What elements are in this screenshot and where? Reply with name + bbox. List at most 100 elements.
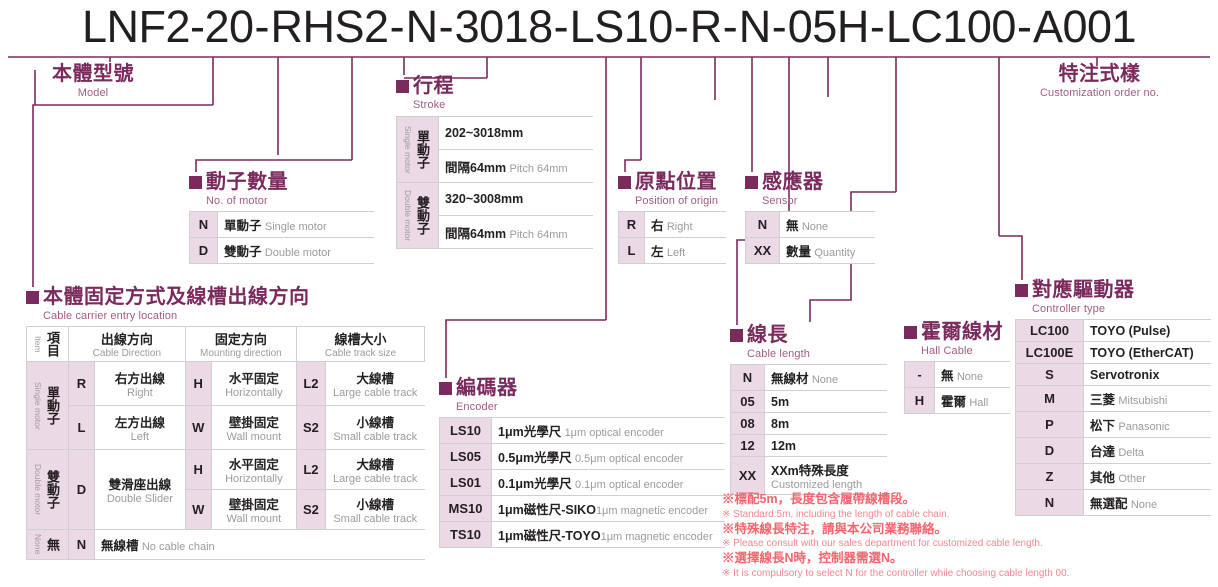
option-desc-cn: 松下 (1090, 419, 1116, 433)
hall-cable-table: - 無 None H 霍爾 Hall (904, 361, 1010, 414)
cable-length-table: N 無線材 None 05 5m 08 8m 12 12m XX (730, 364, 887, 495)
section-cable-length-title-en: Cable length (747, 348, 810, 360)
table-row[interactable]: MS10 1μm磁性尺-SIKO1μm magnetic encoder (439, 495, 725, 522)
section-customization: 特注式樣 Customization order no. (1040, 64, 1159, 100)
section-controller-title-cn: 對應驅動器 (1032, 279, 1135, 301)
section-cable-carrier: 本體固定方式及線槽出線方向 Cable carrier entry locati… (26, 287, 426, 560)
section-sensor-title-cn: 感應器 (762, 171, 824, 193)
table-row[interactable]: LS05 0.5μm光學尺 0.5μm optical encoder (439, 443, 725, 470)
table-row[interactable]: LC100E TOYO (EtherCAT) (1015, 341, 1211, 364)
option-desc-en: Hall (969, 397, 989, 409)
table-row[interactable]: - 無 None (904, 361, 1010, 388)
stroke-group-label: 雙動子 Double motor (396, 182, 439, 249)
option-desc: 1μm磁性尺-TOYO1μm magnetic encoder (491, 521, 725, 548)
option-desc-en: None (811, 374, 839, 386)
option-code: L (618, 237, 645, 264)
option-code: H (904, 387, 935, 414)
option-desc-en: None (801, 221, 829, 233)
table-row[interactable]: 間隔64mm Pitch 64mm (397, 215, 593, 249)
table-row[interactable]: N 無線材 None (730, 364, 887, 391)
option-desc-en: Left (666, 247, 686, 259)
table-row[interactable]: H 霍爾 Hall (904, 387, 1010, 414)
option-desc-cn: 無線槽 (101, 539, 139, 553)
option-desc-cn: 數量 (786, 245, 812, 259)
option-desc-cn: XXm特殊長度 (771, 464, 849, 478)
table-row[interactable]: LS01 0.1μm光學尺 0.1μm optical encoder (439, 469, 725, 496)
option-desc-en: 1μm optical encoder (564, 427, 664, 439)
option-code: N (189, 211, 218, 238)
option-desc: 數量 Quantity (779, 237, 875, 264)
section-bullet-icon (189, 176, 202, 189)
option-desc-en: Customized length (771, 479, 863, 491)
table-row[interactable]: 雙動子 Double motor 320~3008mm (396, 182, 593, 249)
option-desc: 5m (764, 390, 887, 413)
option-desc-cn: 左 (651, 245, 664, 259)
table-row[interactable]: D 雙動子 Double motor (189, 237, 374, 264)
table-row[interactable]: R 右 Right (618, 211, 726, 238)
option-code-direction: R (68, 361, 95, 406)
table-row[interactable]: D 台達 Delta (1015, 437, 1211, 464)
stroke-table: 單動子 Single motor 202~3018mm 間隔64mm Pitch… (396, 116, 593, 249)
section-model-title-cn: 本體型號 (52, 63, 134, 85)
option-code: D (189, 237, 218, 264)
column-header-cn: 固定方向 (214, 332, 267, 347)
table-row[interactable]: N 無 None (745, 211, 875, 238)
table-row[interactable]: XX 數量 Quantity (745, 237, 875, 264)
table-row[interactable]: XX XXm特殊長度 Customized length (730, 456, 887, 495)
option-desc-en: Right (666, 221, 693, 233)
table-row[interactable]: 12 12m (730, 434, 887, 457)
section-encoder-title-en: Encoder (456, 401, 498, 413)
group-label-double-motor: 雙動子 Double motor (26, 449, 69, 530)
table-row[interactable]: LS10 1μm光學尺 1μm optical encoder (439, 417, 725, 444)
section-no-of-motor: 動子數量 No. of motor N 單動子 Single motor D 雙… (189, 172, 374, 264)
option-desc-cn: 其他 (1090, 471, 1116, 485)
option-desc-cn: 壁掛固定 (228, 498, 279, 512)
table-row[interactable]: L 左方出線 Left W 壁掛固定 Wall mount S2 小線槽 Sma… (27, 405, 425, 450)
section-controller-title-en: Controller type (1032, 303, 1106, 315)
option-desc-en: Horizontally (225, 473, 283, 485)
section-controller: 對應驅動器 Controller type LC100 TOYO (Pulse)… (1015, 280, 1211, 516)
option-desc: TOYO (Pulse) (1083, 319, 1211, 342)
table-row[interactable]: 無 None N 無線槽 No cable chain (26, 529, 425, 560)
option-desc: 8m (764, 412, 887, 435)
table-row[interactable]: LC100 TOYO (Pulse) (1015, 319, 1211, 342)
option-desc: 0.5μm光學尺 0.5μm optical encoder (491, 443, 725, 470)
table-row[interactable]: L 左 Left (618, 237, 726, 264)
option-desc-cn: 無選配 (1090, 497, 1128, 511)
group-label-single-motor: 單動子 Single motor (26, 361, 69, 450)
column-header-en: Mounting direction (199, 348, 282, 359)
option-desc-cn: 8m (771, 416, 790, 431)
table-row[interactable]: 單動子 Single motor 202~3018mm (396, 116, 593, 183)
table-row[interactable]: W 壁掛固定 Wall mount S2 小線槽 Small cable tra… (27, 489, 425, 530)
table-row[interactable]: N 無選配 None (1015, 489, 1211, 516)
table-row[interactable]: Z 其他 Other (1015, 463, 1211, 490)
table-row[interactable]: N 單動子 Single motor (189, 211, 374, 238)
model-code-segment: N (405, 0, 439, 52)
option-desc: 其他 Other (1083, 463, 1211, 490)
option-code: N (1015, 489, 1084, 516)
table-row[interactable]: 單動子 Single motor R 右方出線 Right H 水平固定 Hor… (26, 361, 425, 450)
option-desc-cn: 大線槽 (356, 372, 394, 386)
option-desc-track-size: 小線槽 Small cable track (325, 405, 425, 450)
option-code-track-size: L2 (295, 449, 326, 490)
option-desc-cn: 雙動子 (224, 245, 262, 259)
option-code: P (1015, 411, 1084, 438)
option-desc: 三菱 Mitsubishi (1083, 385, 1211, 412)
group-label-cn: 單動子 (45, 386, 60, 425)
option-desc: 320~3008mm (438, 182, 593, 216)
footnote-en: ※ Please consult with our sales departme… (722, 538, 1043, 550)
option-desc-en: Delta (1118, 447, 1145, 459)
section-bullet-icon (396, 80, 409, 93)
table-row[interactable]: S Servotronix (1015, 363, 1211, 386)
option-desc-cn: 左方出線 (114, 416, 165, 430)
section-bullet-icon (1015, 284, 1028, 297)
table-row[interactable]: P 松下 Panasonic (1015, 411, 1211, 438)
table-row[interactable]: 雙動子 Double motor D 雙滑座出線 Double Slider H… (26, 449, 425, 530)
option-desc-cn: Servotronix (1090, 367, 1160, 382)
option-desc-en: Horizontally (225, 387, 283, 399)
table-row[interactable]: M 三菱 Mitsubishi (1015, 385, 1211, 412)
table-row[interactable]: 08 8m (730, 412, 887, 435)
table-row[interactable]: TS10 1μm磁性尺-TOYO1μm magnetic encoder (439, 521, 725, 548)
table-row[interactable]: 05 5m (730, 390, 887, 413)
option-desc: 台達 Delta (1083, 437, 1211, 464)
